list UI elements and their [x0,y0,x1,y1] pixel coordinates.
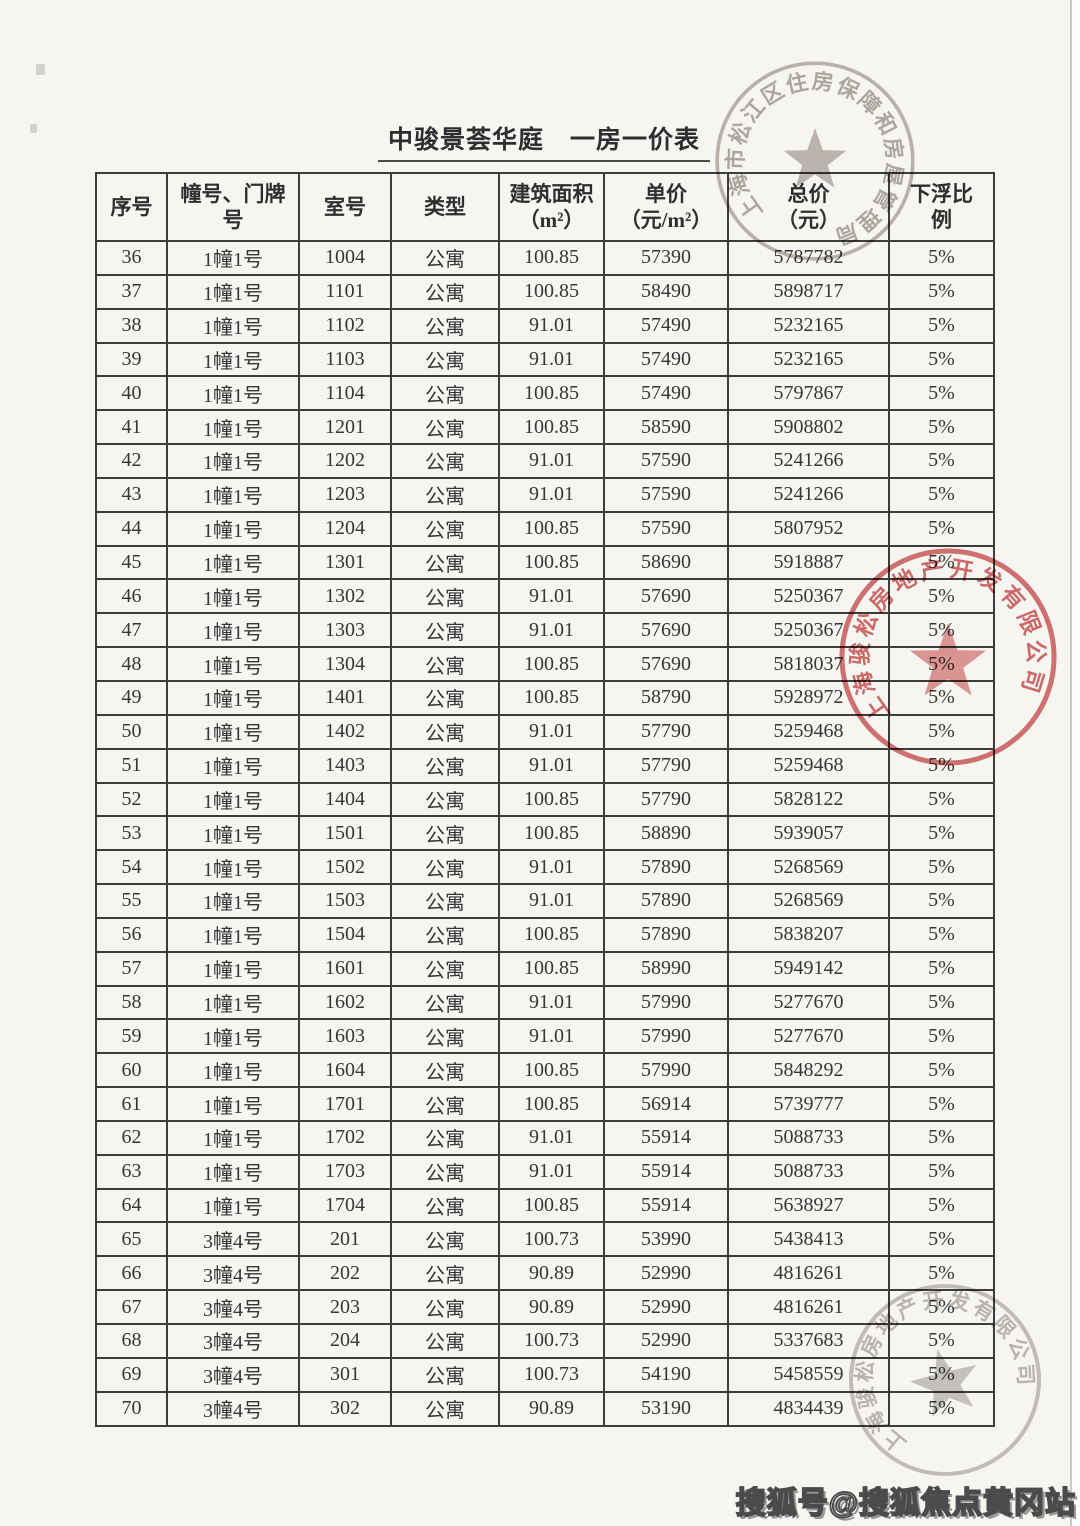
header-building: 幢号、门牌 号 [166,172,300,242]
table-row: 46 1幢1号 1302 公寓 91.01 57690 5250367 5% [95,578,995,615]
price-table: 序号 幢号、门牌 号 室号 类型 建筑面积 （m²） 单价 （元/m²） 总价 … [95,172,995,1428]
seal-star-icon [783,128,847,188]
header-total-price: 总价 （元） [727,172,890,242]
sohu-watermark: 搜狐号@搜狐焦点黄冈站 [735,1486,1076,1521]
table-row: 51 1幢1号 1403 公寓 91.01 57790 5259468 5% [95,747,995,784]
table-row: 40 1幢1号 1104 公寓 100.85 57490 5797867 5% [95,375,995,412]
header-room: 室号 [298,172,392,242]
table-row: 64 1幢1号 1704 公寓 100.85 55914 5638927 5% [95,1187,995,1224]
table-row: 37 1幢1号 1101 公寓 100.85 58490 5898717 5% [95,273,995,310]
company-seal-bottom: 上海骏松房地产开发有限公司 [833,1267,1050,1476]
page-title: 中骏景荟华庭 一房一价表 [95,120,993,162]
table-row: 66 3幢4号 202 公寓 90.89 52990 4816261 5% [95,1255,995,1292]
seal-star-icon [910,623,986,696]
company-seal-middle: 上海骏松房地产开发有限公司 [839,548,1057,766]
table-row: 38 1幢1号 1102 公寓 91.01 57490 5232165 5% [95,307,995,344]
table-row: 63 1幢1号 1703 公寓 91.01 55914 5088733 5% [95,1153,995,1190]
page-title-text: 中骏景荟华庭 一房一价表 [377,120,710,162]
table-row: 52 1幢1号 1404 公寓 100.85 57790 5828122 5% [95,781,995,818]
header-discount: 下浮比 例 [888,172,995,242]
table-row: 70 3幢4号 302 公寓 90.89 53190 4834439 5% [95,1390,995,1428]
table-row: 67 3幢4号 203 公寓 90.89 52990 4816261 5% [95,1289,995,1325]
header-unit-price: 单价 （元/m²） [603,172,729,242]
photo-edge-strip [1072,0,1080,1526]
table-row: 59 1幢1号 1603 公寓 91.01 57990 5277670 5% [95,1018,995,1055]
table-row: 43 1幢1号 1203 公寓 91.01 57590 5241266 5% [95,476,995,513]
table-row: 54 1幢1号 1502 公寓 91.01 57890 5268569 5% [95,849,995,886]
header-area: 建筑面积 （m²） [498,172,605,242]
table-row: 50 1幢1号 1402 公寓 91.01 57790 5259468 5% [95,713,995,750]
table-row: 55 1幢1号 1503 公寓 91.01 57890 5268569 5% [95,883,995,919]
header-type: 类型 [390,172,500,242]
table-row: 45 1幢1号 1301 公寓 100.85 58690 5918887 5% [95,544,995,581]
table-row: 49 1幢1号 1401 公寓 100.85 58790 5928972 5% [95,679,995,716]
photo-edge-line [1070,0,1072,1526]
table-row: 44 1幢1号 1204 公寓 100.85 57590 5807952 5% [95,510,995,547]
table-row: 42 1幢1号 1202 公寓 91.01 57590 5241266 5% [95,443,995,479]
table-row: 60 1幢1号 1604 公寓 100.85 57990 5848292 5% [95,1052,995,1089]
table-row: 62 1幢1号 1702 公寓 91.01 55914 5088733 5% [95,1119,995,1156]
table-row: 57 1幢1号 1601 公寓 100.85 58990 5949142 5% [95,950,995,987]
header-seq: 序号 [95,172,168,242]
table-body: 36 1幢1号 1004 公寓 100.85 57390 5787782 5% 37 1幢1号 11… [95,240,995,1428]
table-row: 58 1幢1号 1602 公寓 91.01 57990 5277670 5% [95,984,995,1021]
table-row: 39 1幢1号 1103 公寓 91.01 57490 5232165 5% [95,341,995,378]
table-row: 61 1幢1号 1701 公寓 100.85 56914 5739777 5% [95,1086,995,1122]
table-row: 36 1幢1号 1004 公寓 100.85 57390 5787782 5% [95,240,995,276]
seal-star-icon [910,1348,977,1418]
table-row: 53 1幢1号 1501 公寓 100.85 58890 5939057 5% [95,815,995,852]
table-row: 68 3幢4号 204 公寓 100.73 52990 5337683 5% [95,1323,995,1359]
photo-speck [30,124,37,133]
table-row: 56 1幢1号 1504 公寓 100.85 57890 5838207 5% [95,916,995,953]
table-row: 65 3幢4号 201 公寓 100.73 53990 5438413 5% [95,1221,995,1258]
photo-speck [36,64,45,75]
table-row: 47 1幢1号 1303 公寓 91.01 57690 5250367 5% [95,612,995,649]
table-row: 41 1幢1号 1201 公寓 100.85 58590 5908802 5% [95,409,995,446]
government-seal-top: 上海市松江区住房保障和房屋管理局 [715,61,915,261]
table-header-row: 序号 幢号、门牌 号 室号 类型 建筑面积 （m²） 单价 （元/m²） 总价 … [95,172,995,242]
